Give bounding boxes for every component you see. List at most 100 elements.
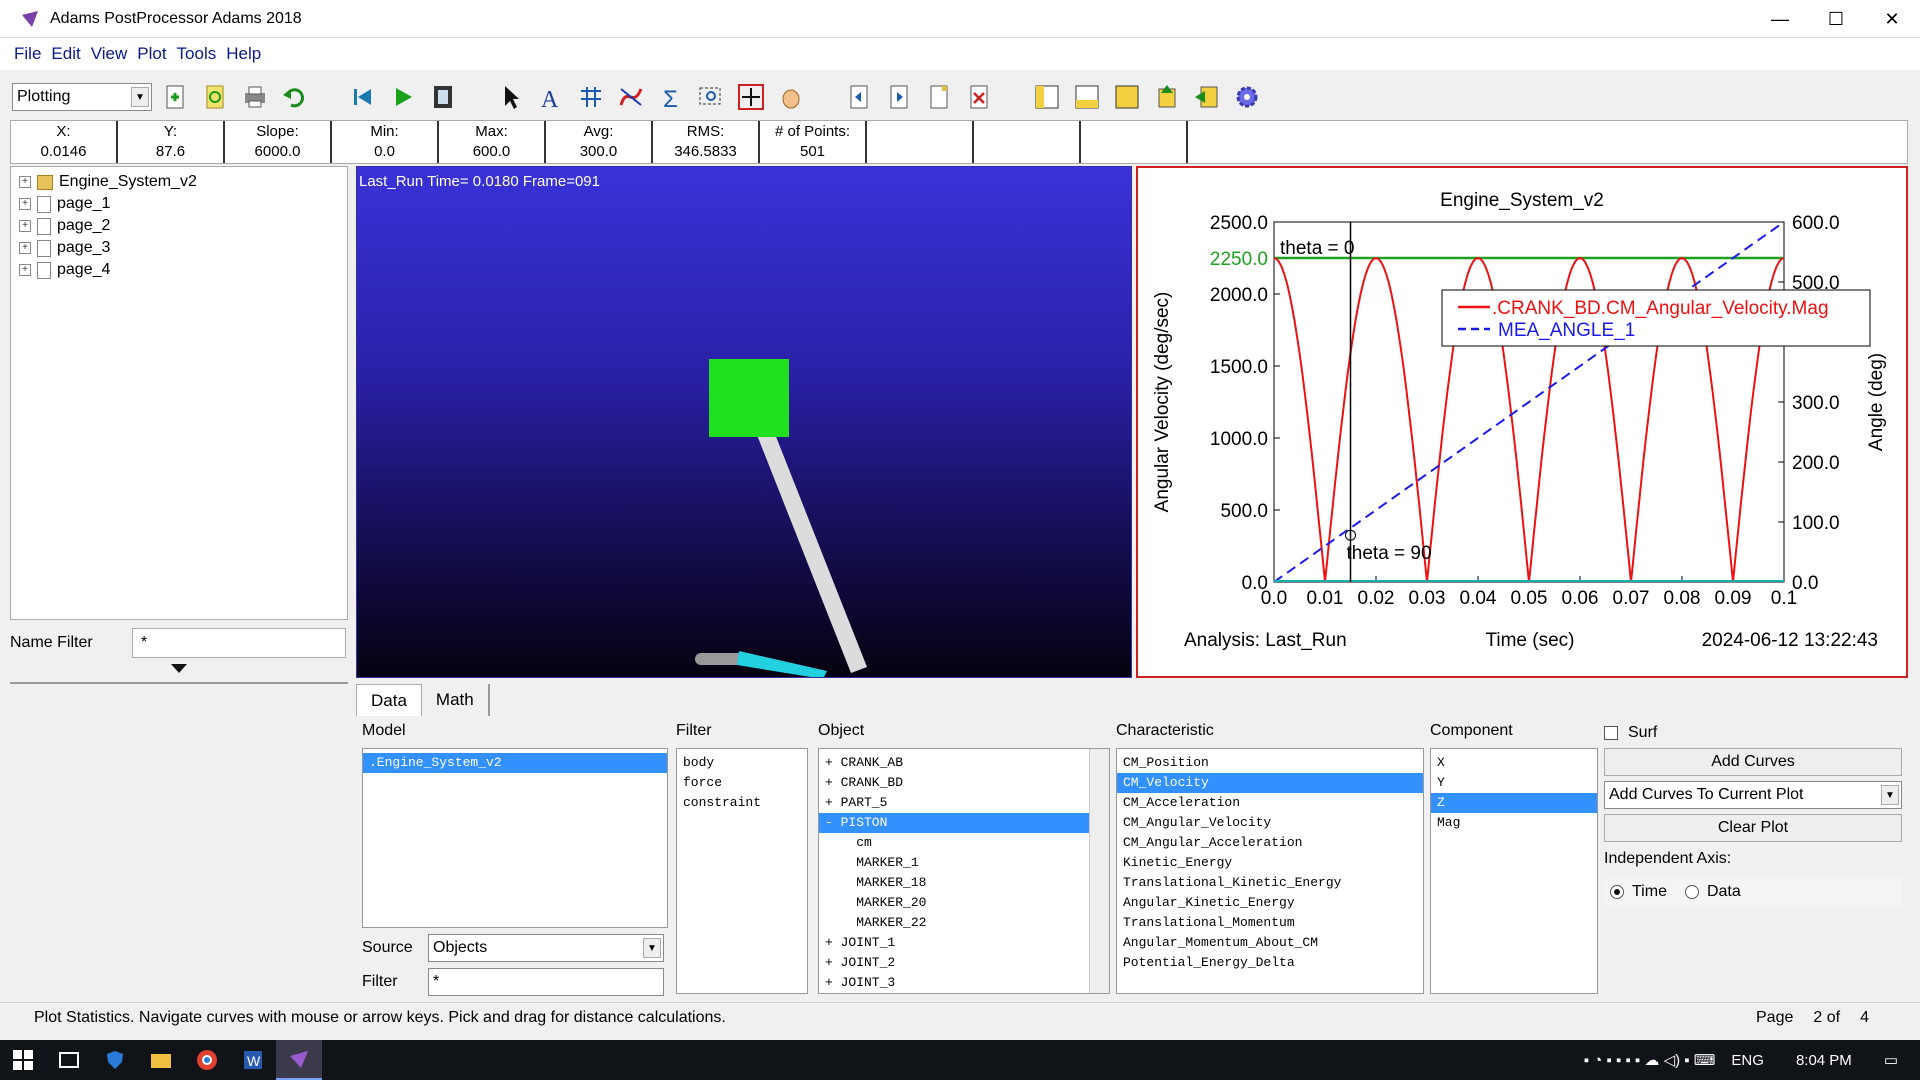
list-item[interactable]: + JOINT_1	[825, 935, 896, 950]
menu-help[interactable]: Help	[226, 44, 262, 63]
settings-button[interactable]	[1230, 80, 1264, 114]
expand-icon[interactable]: +	[19, 264, 31, 276]
filter-list[interactable]: body force constraint	[676, 748, 808, 994]
list-item[interactable]: cm	[825, 835, 872, 850]
list-item[interactable]: Angular_Kinetic_Energy	[1123, 895, 1295, 910]
expand-icon[interactable]: +	[19, 176, 31, 188]
source-select[interactable]: Objects ▼	[428, 934, 664, 962]
tray-icons[interactable]: ▪ ◔ ▪ ▪ ▪ ▪ ☁ ◁) ▪ ⌨	[1583, 1052, 1716, 1069]
add-curves-button[interactable]: Add Curves	[1604, 748, 1902, 776]
maximize-button[interactable]: ☐	[1827, 8, 1845, 29]
list-item[interactable]: CM_Velocity	[1117, 773, 1423, 793]
table-button[interactable]	[574, 80, 608, 114]
import-button[interactable]	[1150, 80, 1184, 114]
list-item[interactable]: X	[1437, 755, 1445, 770]
close-button[interactable]: ✕	[1884, 8, 1900, 29]
print-button[interactable]	[238, 80, 272, 114]
fit-button[interactable]	[734, 80, 768, 114]
list-item[interactable]: CM_Angular_Acceleration	[1123, 835, 1303, 850]
play-button[interactable]	[386, 80, 420, 114]
next-page-button[interactable]	[882, 80, 916, 114]
clock[interactable]: 8:04 PM	[1795, 1051, 1852, 1069]
list-item[interactable]: CM_Angular_Velocity	[1123, 815, 1272, 830]
data-radio[interactable]	[1684, 885, 1699, 899]
adams-taskbar-button[interactable]	[276, 1040, 322, 1080]
undo-button[interactable]	[278, 80, 312, 114]
mode-select[interactable]: Plotting ▼	[12, 83, 152, 111]
curve-edit-button[interactable]	[614, 80, 648, 114]
animation-button[interactable]	[426, 80, 460, 114]
surf-checkbox[interactable]	[1604, 726, 1618, 740]
delete-page-button[interactable]	[962, 80, 996, 114]
list-item[interactable]: Potential_Energy_Delta	[1123, 955, 1295, 970]
rewind-button[interactable]	[346, 80, 380, 114]
notifications-icon[interactable]: ▭	[1883, 1052, 1898, 1069]
list-item[interactable]: .Engine_System_v2	[363, 753, 667, 773]
component-list[interactable]: X Y Z Mag	[1430, 748, 1598, 994]
chrome-button[interactable]	[184, 1040, 230, 1080]
tree-item-page-1[interactable]: + page_1	[11, 193, 347, 215]
sum-button[interactable]: Σ	[654, 80, 688, 114]
animation-viewport[interactable]: Last_Run Time= 0.0180 Frame=091	[356, 166, 1132, 678]
menu-plot[interactable]: Plot	[137, 44, 167, 63]
filter-input[interactable]: *	[428, 968, 664, 996]
list-item[interactable]: Kinetic_Energy	[1123, 855, 1233, 870]
list-item[interactable]: + JOINT_3	[825, 975, 896, 990]
add-page-button[interactable]	[922, 80, 956, 114]
list-item[interactable]: Translational_Momentum	[1123, 915, 1295, 930]
list-item[interactable]: + CRANK_AB	[825, 755, 904, 770]
reload-button[interactable]	[198, 80, 232, 114]
filter-toggle-button[interactable]	[10, 662, 348, 684]
clear-plot-button[interactable]: Clear Plot	[1604, 814, 1902, 842]
layout-bottom-button[interactable]	[1070, 80, 1104, 114]
list-item[interactable]: MARKER_18	[825, 875, 927, 890]
list-item[interactable]: MARKER_1	[825, 855, 919, 870]
plot-area[interactable]: Engine_System_v2 0.0 0.01 0.02 0.03 0.04 0.05 0…	[1136, 166, 1908, 678]
menu-file[interactable]: File	[14, 44, 42, 63]
tree-item-page-2[interactable]: + page_2	[11, 215, 347, 237]
minimize-button[interactable]: —	[1771, 8, 1789, 29]
new-page-button[interactable]	[158, 80, 192, 114]
list-item[interactable]: Y	[1437, 775, 1445, 790]
select-button[interactable]	[494, 80, 528, 114]
list-item[interactable]: Translational_Kinetic_Energy	[1123, 875, 1342, 890]
tree-item-engine-system[interactable]: + Engine_System_v2	[11, 171, 347, 193]
prev-page-button[interactable]	[842, 80, 876, 114]
export-button[interactable]	[1190, 80, 1224, 114]
tab-data[interactable]: Data	[356, 684, 422, 716]
object-list[interactable]: + CRANK_AB + CRANK_BD + PART_5- PISTON cm …	[818, 748, 1110, 994]
pan-button[interactable]	[774, 80, 808, 114]
list-item[interactable]: + PART_5	[825, 795, 888, 810]
list-item[interactable]: CM_Position	[1123, 755, 1209, 770]
add-mode-select[interactable]: Add Curves To Current Plot ▼	[1604, 781, 1902, 809]
zoom-box-button[interactable]	[694, 80, 728, 114]
name-filter-input[interactable]: *	[132, 628, 346, 658]
layout-full-button[interactable]	[1110, 80, 1144, 114]
text-button[interactable]: A	[534, 80, 568, 114]
start-button[interactable]	[0, 1040, 46, 1080]
time-radio[interactable]	[1610, 885, 1624, 899]
task-view-button[interactable]	[46, 1040, 92, 1080]
file-explorer-button[interactable]	[138, 1040, 184, 1080]
object-list-scrollbar[interactable]	[1089, 749, 1109, 993]
tab-math[interactable]: Math	[422, 684, 490, 716]
list-item[interactable]: force	[683, 775, 723, 790]
list-item[interactable]: MARKER_20	[825, 895, 927, 910]
language-indicator[interactable]: ENG	[1731, 1051, 1764, 1069]
list-item[interactable]: body	[683, 755, 715, 770]
menu-tools[interactable]: Tools	[176, 44, 217, 63]
tree-item-page-4[interactable]: + page_4	[11, 259, 347, 281]
expand-icon[interactable]: +	[19, 198, 31, 210]
word-button[interactable]: W	[230, 1040, 276, 1080]
list-item[interactable]: + JOINT_2	[825, 955, 896, 970]
list-item[interactable]: Angular_Momentum_About_CM	[1123, 935, 1319, 950]
model-list[interactable]: .Engine_System_v2	[362, 748, 668, 928]
expand-icon[interactable]: +	[19, 220, 31, 232]
menu-view[interactable]: View	[90, 44, 128, 63]
list-item[interactable]: - PISTON	[819, 813, 1109, 833]
menu-edit[interactable]: Edit	[51, 44, 81, 63]
tree-item-page-3[interactable]: + page_3	[11, 237, 347, 259]
list-item[interactable]: MARKER_22	[825, 915, 927, 930]
list-item[interactable]: Mag	[1437, 815, 1461, 830]
security-app-button[interactable]	[92, 1040, 138, 1080]
